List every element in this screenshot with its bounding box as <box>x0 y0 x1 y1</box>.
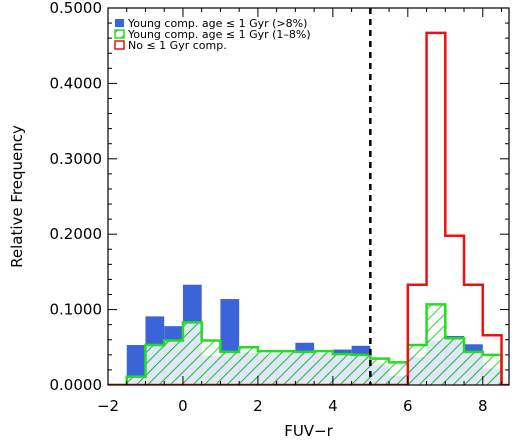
bar-young-1to8 <box>276 351 296 385</box>
x-tick-label: 2 <box>253 397 263 415</box>
legend: Young comp. age ≤ 1 Gyr (>8%)Young comp.… <box>114 17 311 52</box>
bar-young-1to8 <box>145 345 165 385</box>
bar-young-1to8 <box>482 354 502 385</box>
bar-young-1to8 <box>389 362 408 385</box>
bar-young-1to8 <box>426 304 446 385</box>
legend-swatch <box>114 40 125 50</box>
bar-young-1to8 <box>220 351 240 385</box>
y-tick-label: 0.3000 <box>50 150 103 168</box>
y-tick-label: 0.5000 <box>50 0 103 17</box>
bar-young-1to8 <box>314 351 333 385</box>
bar-young-1to8 <box>351 354 371 385</box>
legend-swatch <box>115 19 124 27</box>
bar-young-1to8 <box>464 351 483 385</box>
series-layer <box>108 8 509 385</box>
bar-young-1to8 <box>164 340 183 385</box>
bar-young-1to8 <box>370 358 390 385</box>
legend-swatch <box>114 29 125 39</box>
axes: −2 0 2 4 6 8 0.0000 0.1000 0.2000 0.3000 0.4000 0.5… <box>50 0 510 415</box>
legend-label: No ≤ 1 Gyr comp. <box>128 39 227 52</box>
x-tick-label: 8 <box>478 397 488 415</box>
bar-young-gt8 <box>126 345 146 385</box>
bar-young-1to8 <box>182 322 202 385</box>
x-tick-label: −2 <box>97 397 119 415</box>
outline-young-1to8 <box>108 303 503 385</box>
y-tick-label: 0.1000 <box>50 301 103 319</box>
outline-no-young <box>108 31 509 385</box>
y-axis-label: Relative Frequency <box>8 125 26 268</box>
bar-young-1to8 <box>332 354 352 385</box>
bar-young-1to8 <box>201 340 221 385</box>
bar-young-1to8 <box>239 347 258 385</box>
y-tick-label: 0.4000 <box>50 74 103 92</box>
legend-label: Young comp. age ≤ 1 Gyr (>8%) <box>127 17 307 30</box>
plot-frame <box>107 7 510 386</box>
bar-young-1to8 <box>445 338 465 385</box>
legend-label: Young comp. age ≤ 1 Gyr (1–8%) <box>127 28 311 41</box>
x-tick-label: 0 <box>178 397 188 415</box>
axis-labels: FUV−r Relative Frequency <box>8 125 334 440</box>
bar-young-1to8 <box>126 376 146 385</box>
x-axis-label: FUV−r <box>284 422 333 440</box>
x-tick-label: 4 <box>328 397 338 415</box>
x-tick-label: 6 <box>403 397 413 415</box>
bar-young-1to8 <box>407 345 427 385</box>
y-tick-label: 0.0000 <box>50 376 103 394</box>
bar-young-1to8 <box>295 351 315 385</box>
y-tick-label: 0.2000 <box>50 225 103 243</box>
bar-young-1to8 <box>257 351 277 385</box>
